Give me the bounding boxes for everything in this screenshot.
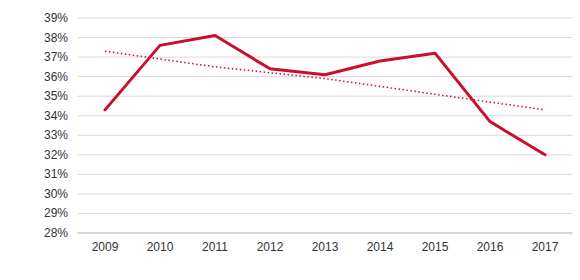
plot-area [105, 36, 545, 155]
x-tick-label: 2011 [202, 240, 228, 254]
grid-line [78, 96, 573, 97]
x-tick-label: 2013 [312, 240, 339, 254]
y-tick-label: 34% [44, 109, 68, 123]
y-tick-label: 36% [44, 70, 68, 84]
grid-line [78, 18, 573, 19]
y-tick-label: 35% [44, 89, 68, 103]
grid-line [78, 37, 573, 38]
series-line [105, 36, 545, 155]
x-axis: 2009 2010 2011 2012 2013 2014 2015 2016 2017 [92, 240, 559, 254]
y-tick-label: 38% [44, 31, 68, 45]
y-tick-label: 31% [44, 167, 68, 181]
trend-line [105, 51, 545, 110]
y-tick-label: 29% [44, 206, 68, 220]
grid-line [78, 76, 573, 77]
grid-line [78, 154, 573, 155]
x-tick-label: 2015 [422, 240, 449, 254]
x-tick-label: 2016 [477, 240, 504, 254]
x-tick-label: 2017 [532, 240, 559, 254]
x-tick-label: 2012 [257, 240, 284, 254]
y-tick-label: 32% [44, 148, 68, 162]
y-tick-label: 33% [44, 128, 68, 142]
grid-line [78, 174, 573, 175]
x-tick-label: 2010 [147, 240, 174, 254]
grid-line [78, 193, 573, 194]
grid-line [78, 135, 573, 136]
x-axis-line [78, 233, 573, 234]
y-tick-label: 30% [44, 187, 68, 201]
grid-line [78, 115, 573, 116]
chart: 28% 29% 30% 31% 32% 33% 34% 35% 36% 37% 38% 39% 2009… [0, 0, 580, 280]
grid-line [78, 233, 573, 234]
x-tick-label: 2009 [92, 240, 119, 254]
y-tick-label: 39% [44, 11, 68, 25]
y-tick-label: 37% [44, 50, 68, 64]
grid-line [78, 213, 573, 214]
y-axis: 28% 29% 30% 31% 32% 33% 34% 35% 36% 37% 38% 39% [44, 11, 573, 240]
y-tick-label: 28% [44, 226, 68, 240]
x-tick-label: 2014 [367, 240, 394, 254]
